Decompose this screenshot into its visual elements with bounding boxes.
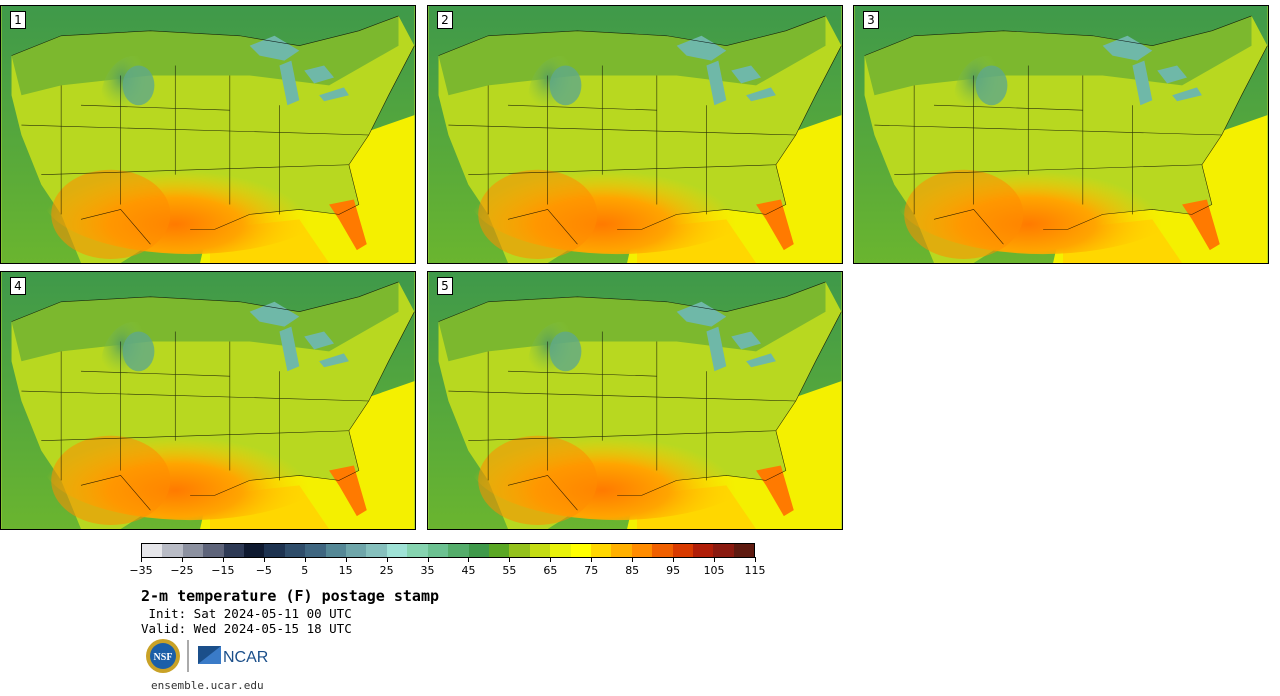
- colorbar-swatch: [570, 544, 591, 557]
- postage-stamp-1: 1: [0, 5, 416, 264]
- colorbar-tick-label: 95: [666, 564, 681, 577]
- colorbar-tick-label: −15: [211, 564, 235, 577]
- colorbar-tick: [550, 557, 552, 562]
- colorbar-swatch: [142, 544, 163, 557]
- colorbar-tick-label: 35: [420, 564, 435, 577]
- colorbar-tick: [468, 557, 470, 562]
- postage-stamp-2: 2: [427, 5, 843, 264]
- nsf-logo-text: NSF: [154, 652, 173, 663]
- colorbar-swatch: [692, 544, 714, 557]
- postage-stamp-4: 4: [0, 271, 416, 530]
- colorbar-tick: [304, 557, 306, 562]
- colorbar-swatch: [386, 544, 408, 557]
- colorbar-swatch: [427, 544, 449, 557]
- colorbar-tick-label: −25: [170, 564, 194, 577]
- colorbar-swatch: [448, 544, 469, 557]
- temperature-colorbar: [141, 543, 755, 558]
- colorbar-swatch: [203, 544, 224, 557]
- colorbar-tick: [509, 557, 511, 562]
- temperature-map: [1, 6, 415, 263]
- colorbar-tick-label: 45: [461, 564, 476, 577]
- colorbar-tick-label: 5: [301, 564, 309, 577]
- colorbar-swatch: [407, 544, 428, 557]
- colorbar-tick: [345, 557, 347, 562]
- colorbar-swatch: [162, 544, 183, 557]
- colorbar-swatch: [264, 544, 285, 557]
- colorbar-swatch: [468, 544, 489, 557]
- colorbar-tick: [714, 557, 716, 562]
- postage-stamp-5: 5: [427, 271, 843, 530]
- sponsor-logos: NSF NCAR: [146, 639, 268, 673]
- temperature-map: [854, 6, 1268, 263]
- colorbar-swatch: [590, 544, 612, 557]
- colorbar-tick-label: 25: [379, 564, 394, 577]
- colorbar-tick-label: 15: [338, 564, 353, 577]
- colorbar-swatch: [244, 544, 265, 557]
- colorbar-swatch: [713, 544, 734, 557]
- figure-title: 2-m temperature (F) postage stamp: [141, 587, 440, 605]
- colorbar-tick: [222, 557, 224, 562]
- ncar-logo: NCAR: [198, 646, 268, 666]
- colorbar-swatch: [509, 544, 530, 557]
- colorbar-tick-label: 55: [502, 564, 517, 577]
- colorbar-tick: [181, 557, 183, 562]
- init-time: Init: Sat 2024-05-11 00 UTC: [141, 606, 352, 621]
- colorbar-tick: [386, 557, 388, 562]
- colorbar-swatch: [652, 544, 673, 557]
- stamp-number: 4: [10, 277, 26, 295]
- colorbar-tick: [141, 557, 142, 562]
- stamp-number: 5: [437, 277, 453, 295]
- colorbar-swatch: [284, 544, 306, 557]
- temperature-map: [428, 272, 842, 529]
- colorbar-tick-label: 115: [744, 564, 766, 577]
- colorbar-tick: [263, 557, 265, 562]
- colorbar-swatch: [611, 544, 632, 557]
- colorbar-tick-label: 75: [584, 564, 599, 577]
- colorbar-tick-label: −5: [255, 564, 272, 577]
- colorbar-swatch: [325, 544, 347, 557]
- colorbar-swatch: [631, 544, 653, 557]
- nsf-logo: NSF: [146, 639, 180, 673]
- stamp-number: 2: [437, 11, 453, 29]
- colorbar-tick: [427, 557, 429, 562]
- temperature-map: [1, 272, 415, 529]
- colorbar-ticks: −35 −25 −15 −5 5 15 25 35 45 55 65 75 85 95 105 115: [129, 557, 766, 581]
- colorbar-tick-label: −35: [129, 564, 153, 577]
- colorbar-tick: [755, 557, 756, 562]
- colorbar-swatch: [550, 544, 571, 557]
- colorbar-tick: [591, 557, 593, 562]
- colorbar-swatch: [182, 544, 204, 557]
- colorbar-swatch: [488, 544, 510, 557]
- colorbar-tick: [632, 557, 634, 562]
- colorbar-swatch: [305, 544, 326, 557]
- colorbar-tick-label: 65: [543, 564, 558, 577]
- colorbar-swatch: [366, 544, 387, 557]
- site-url: ensemble.ucar.edu: [151, 679, 264, 692]
- valid-time: Valid: Wed 2024-05-15 18 UTC: [141, 621, 352, 636]
- ncar-logo-text: NCAR: [223, 649, 268, 666]
- stamp-number: 3: [863, 11, 879, 29]
- colorbar-swatch: [672, 544, 693, 557]
- colorbar-tick-label: 85: [625, 564, 640, 577]
- temperature-map: [428, 6, 842, 263]
- colorbar-swatch: [733, 544, 755, 557]
- colorbar-swatch: [223, 544, 245, 557]
- colorbar-swatch: [529, 544, 551, 557]
- colorbar-tick: [673, 557, 675, 562]
- colorbar-tick-label: 105: [703, 564, 725, 577]
- stamp-number: 1: [10, 11, 26, 29]
- colorbar-swatch: [346, 544, 367, 557]
- postage-stamp-3: 3: [853, 5, 1269, 264]
